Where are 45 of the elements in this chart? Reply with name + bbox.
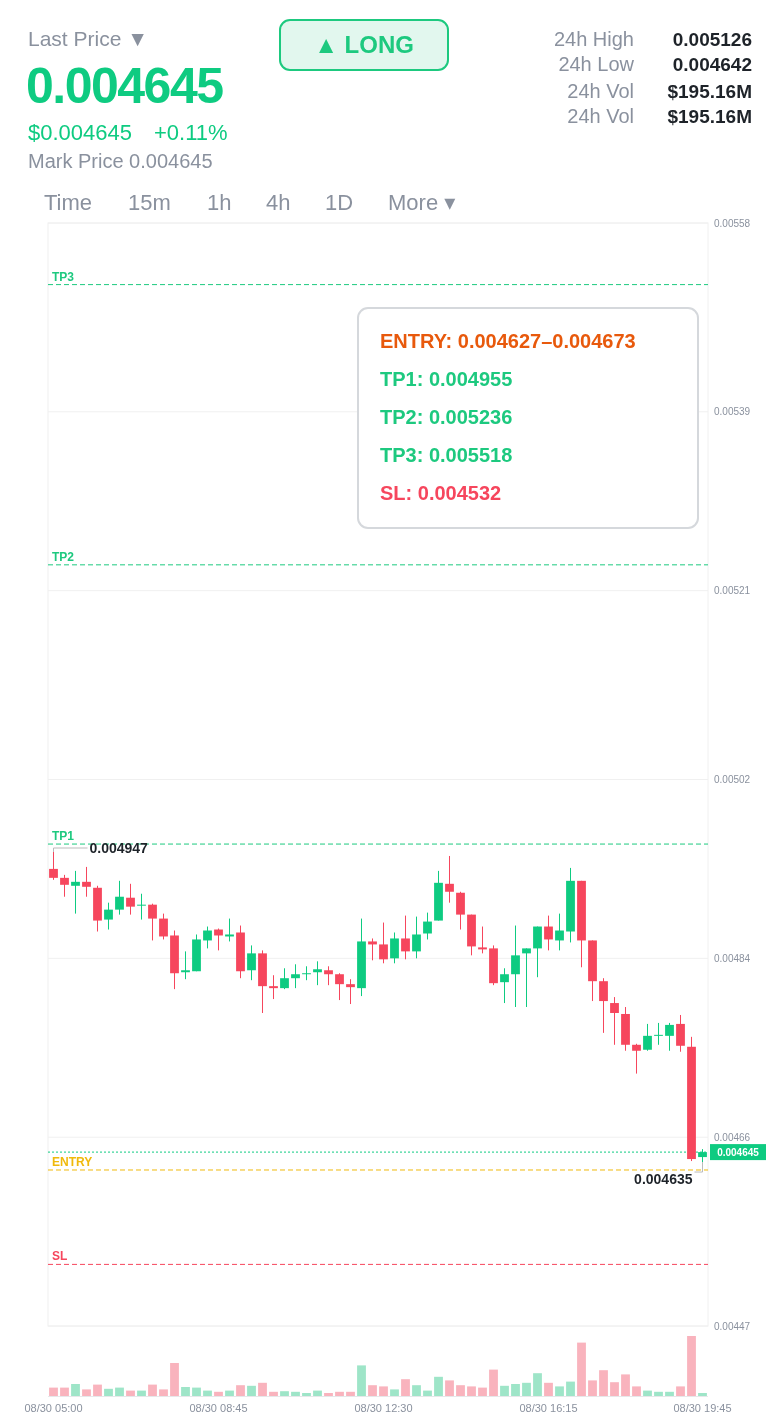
text: Time <box>44 190 93 215</box>
text: 1h <box>207 190 232 215</box>
y-tick-label: 0.00447 <box>714 1320 751 1332</box>
annotation: TP3: 0.005518 <box>380 444 513 466</box>
y-tick-label: 0.00466 <box>714 1131 751 1143</box>
text: 0.005126 <box>672 29 752 50</box>
text: 24h Low <box>558 53 635 75</box>
text: 1D <box>325 190 354 215</box>
annotation: 0.004947 <box>89 840 149 857</box>
text: 0.004645 <box>26 58 224 114</box>
x-tick-label: 08/30 12:30 <box>354 1402 413 1414</box>
text: $0.004645 <box>28 120 132 145</box>
ref-line-label: ENTRY <box>52 1154 93 1169</box>
text: 24h Vol <box>567 105 634 127</box>
text: Mark Price 0.004645 <box>28 150 213 172</box>
text: $195.16M <box>667 81 752 102</box>
annotation: TP2: 0.005236 <box>380 406 513 428</box>
x-tick-label: 08/30 08:45 <box>189 1402 248 1414</box>
text: +0.11% <box>154 120 228 145</box>
text: 4h <box>266 190 291 215</box>
text: Last Price ▼ <box>28 27 148 50</box>
text: 24h High <box>553 28 634 50</box>
annotation: TP1: 0.004955 <box>380 368 513 390</box>
y-tick-label: 0.00502 <box>714 773 751 785</box>
text: More ▾ <box>388 190 456 215</box>
text: 0.004642 <box>672 54 752 75</box>
y-tick-label: 0.00484 <box>714 952 751 964</box>
ref-line-label: TP1 <box>52 829 75 844</box>
ref-line-label: TP2 <box>52 549 75 564</box>
text: 24h Vol <box>567 80 634 102</box>
text: ▲ LONG <box>314 31 414 58</box>
ref-line-label: TP3 <box>52 269 75 284</box>
ref-line-label: 0.004645 <box>717 1146 760 1158</box>
annotation: 0.004635 <box>634 1171 693 1188</box>
y-tick-label: 0.00521 <box>714 585 751 597</box>
annotation: ENTRY: 0.004627–0.004673 <box>380 330 636 352</box>
annotation: SL: 0.004532 <box>380 482 502 504</box>
x-tick-label: 08/30 16:15 <box>519 1402 578 1414</box>
x-tick-label: 08/30 19:45 <box>673 1402 732 1414</box>
y-tick-label: 0.00539 <box>714 406 751 418</box>
ref-line-label: SL <box>52 1249 68 1264</box>
x-tick-label: 08/30 05:00 <box>24 1402 83 1414</box>
text: 15m <box>128 190 171 215</box>
text: $195.16M <box>667 106 752 127</box>
y-tick-label: 0.00558 <box>714 217 751 229</box>
